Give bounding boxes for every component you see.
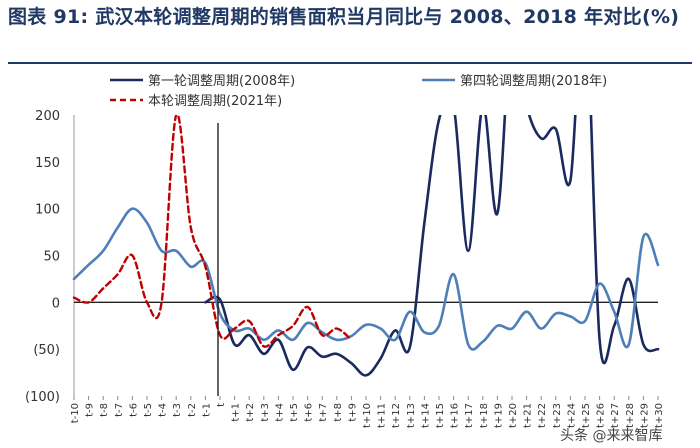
- x-tick-label: t+3: [260, 403, 271, 422]
- y-tick-label: 150: [35, 156, 60, 171]
- x-tick-label: t+12: [391, 403, 402, 428]
- x-tick-label: t+8: [333, 403, 344, 422]
- series-line-3: [72, 115, 353, 348]
- x-tick-label: t+28: [625, 403, 636, 428]
- x-tick-label: t+7: [318, 403, 329, 422]
- series-line-2: [72, 207, 660, 351]
- x-tick-label: t+10: [362, 403, 373, 428]
- x-tick-label: t-1: [201, 403, 212, 417]
- legend-label-3: 本轮调整周期(2021年): [148, 94, 282, 109]
- y-axis: 200 150 100 50 0 (50) (100): [25, 109, 75, 405]
- x-tick-label: t-5: [143, 403, 154, 417]
- x-tick-label: t+16: [450, 403, 461, 428]
- x-tick-label: t+1: [231, 403, 242, 422]
- x-tick-label: t-9: [85, 403, 96, 417]
- x-tick-label: t-7: [114, 403, 125, 417]
- y-tick-label: 100: [35, 203, 60, 218]
- x-tick-label: t-10: [70, 403, 81, 423]
- x-tick-label: t+26: [596, 403, 607, 428]
- x-tick-label: t+19: [493, 403, 504, 428]
- x-tick-label: t-6: [128, 403, 139, 417]
- x-tick-label: t+29: [639, 403, 650, 428]
- series-lines: [72, 115, 660, 377]
- x-tick-label: t+24: [566, 403, 577, 428]
- x-tick-label: t+13: [406, 403, 417, 428]
- x-tick-label: t: [216, 403, 227, 407]
- title-underline: [8, 62, 692, 64]
- chart-title: 图表 91: 武汉本轮调整周期的销售面积当月同比与 2008、2018 年对比(…: [8, 6, 680, 28]
- x-tick-label: t+17: [464, 403, 475, 428]
- x-tick-label: t+27: [610, 403, 621, 428]
- watermark-text: 头条 @来来智库: [560, 427, 662, 444]
- x-tick-label: t+30: [654, 403, 665, 428]
- x-tick-label: t+20: [508, 403, 519, 428]
- x-tick-label: t+14: [420, 403, 431, 428]
- y-tick-label: (100): [25, 390, 60, 405]
- x-tick-label: t-4: [158, 403, 169, 417]
- x-tick-label: t-3: [172, 403, 183, 417]
- legend-label-2: 第四轮调整周期(2018年): [460, 74, 607, 89]
- watermark: 头条 @来来智库: [560, 427, 662, 444]
- x-tick-label: t+5: [289, 403, 300, 422]
- x-axis: t-10 t-9 t-8 t-7 t-6 t-5 t-4 t-3 t-2 t-1 t t+1 t+2 t+…: [70, 301, 665, 428]
- x-tick-label: t+2: [245, 403, 256, 422]
- x-tick-label: t+6: [304, 403, 315, 422]
- y-tick-label: 0: [52, 296, 60, 311]
- y-tick-label: 50: [43, 250, 60, 265]
- y-tick-label: (50): [33, 343, 60, 358]
- x-tick-label: t+15: [435, 403, 446, 428]
- x-tick-label: t+4: [274, 403, 285, 422]
- y-tick-label: 200: [35, 109, 60, 124]
- x-tick-label: t+18: [479, 403, 490, 428]
- x-tick-label: t+22: [537, 403, 548, 428]
- series-line-1: [204, 115, 660, 377]
- x-tick-label: t+25: [581, 403, 592, 428]
- x-tick-label: t-2: [187, 403, 198, 417]
- chart-legend: 第一轮调整周期(2008年) 第四轮调整周期(2018年) 本轮调整周期(2021年…: [110, 74, 607, 109]
- x-tick-label: t+11: [377, 403, 388, 428]
- x-tick-label: t+21: [523, 403, 534, 428]
- x-tick-label: t+9: [347, 403, 358, 422]
- legend-label-1: 第一轮调整周期(2008年): [148, 74, 295, 89]
- x-tick-label: t+23: [552, 403, 563, 428]
- x-tick-label: t-8: [99, 403, 110, 417]
